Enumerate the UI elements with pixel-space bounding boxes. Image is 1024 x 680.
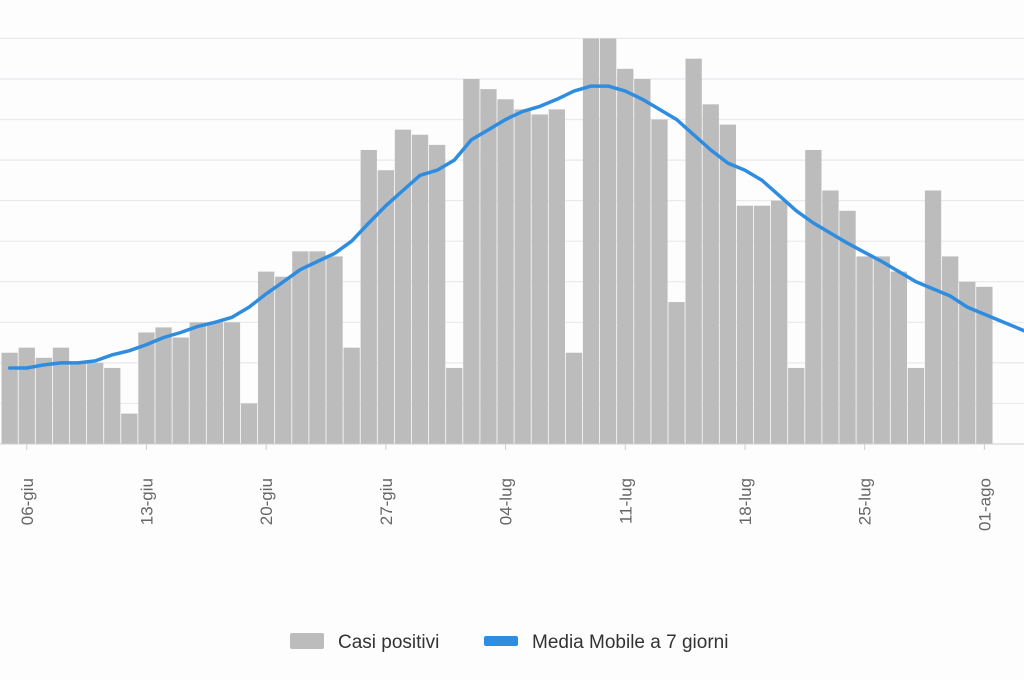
- bar[interactable]: [634, 78, 651, 444]
- legend-label-bars: Casi positivi: [338, 632, 439, 653]
- bar[interactable]: [497, 99, 514, 445]
- bar[interactable]: [206, 322, 223, 444]
- bar[interactable]: [565, 352, 583, 444]
- bar[interactable]: [275, 276, 292, 444]
- bar[interactable]: [240, 403, 258, 444]
- x-tick-label: 04-lug: [497, 478, 516, 525]
- bar[interactable]: [959, 281, 976, 444]
- bar[interactable]: [976, 286, 993, 444]
- bar[interactable]: [394, 129, 412, 444]
- bar[interactable]: [155, 327, 172, 444]
- bar[interactable]: [890, 271, 907, 444]
- bar[interactable]: [18, 347, 35, 444]
- legend-item-bars[interactable]: Casi positivi: [290, 632, 439, 653]
- bar[interactable]: [172, 337, 189, 444]
- bar[interactable]: [411, 134, 429, 444]
- bar[interactable]: [480, 89, 497, 445]
- bar[interactable]: [805, 149, 822, 444]
- bar[interactable]: [719, 124, 736, 445]
- bar[interactable]: [463, 78, 480, 444]
- bar[interactable]: [942, 256, 959, 444]
- legend-swatch-bars: [290, 633, 324, 649]
- bar[interactable]: [138, 332, 155, 444]
- bar[interactable]: [87, 362, 104, 444]
- x-tick-label: 18-lug: [736, 478, 755, 525]
- bar[interactable]: [873, 256, 890, 444]
- bar[interactable]: [189, 322, 206, 444]
- bar[interactable]: [736, 205, 754, 444]
- bar[interactable]: [924, 190, 942, 444]
- moving-average-line[interactable]: [7, 84, 1024, 370]
- bar[interactable]: [121, 413, 138, 444]
- bar[interactable]: [343, 347, 360, 444]
- bar[interactable]: [685, 58, 702, 445]
- x-tick-label: 11-lug: [616, 478, 635, 524]
- bar[interactable]: [582, 38, 600, 444]
- moving-average-series: [7, 84, 1024, 370]
- bar[interactable]: [35, 357, 52, 444]
- bar[interactable]: [69, 362, 87, 444]
- bar[interactable]: [651, 119, 668, 444]
- x-tick-label: 27-giu: [377, 478, 396, 525]
- bar[interactable]: [702, 104, 719, 444]
- bar[interactable]: [258, 271, 275, 444]
- x-tick-label: 06-giu: [18, 478, 37, 525]
- bar[interactable]: [617, 68, 634, 444]
- bar[interactable]: [668, 302, 685, 444]
- bar[interactable]: [309, 251, 326, 444]
- bar[interactable]: [822, 190, 839, 444]
- bar[interactable]: [856, 256, 873, 444]
- bar[interactable]: [360, 149, 377, 444]
- x-tick-label: 13-giu: [138, 478, 157, 525]
- bar[interactable]: [52, 347, 70, 444]
- bar[interactable]: [600, 38, 617, 444]
- bar-series: [1, 38, 993, 445]
- bar[interactable]: [1, 352, 18, 444]
- bar[interactable]: [292, 251, 309, 444]
- bar[interactable]: [753, 205, 771, 444]
- x-axis-ticks: 06-giu 13-giu 20-giu 27-giu 04-lug 11-lug 18-l…: [18, 444, 994, 531]
- bar[interactable]: [514, 109, 531, 444]
- bar[interactable]: [429, 144, 446, 444]
- legend-item-line[interactable]: Media Mobile a 7 giorni: [484, 632, 728, 653]
- legend-label-line: Media Mobile a 7 giorni: [532, 632, 728, 653]
- bar[interactable]: [531, 114, 548, 444]
- bar[interactable]: [223, 322, 241, 444]
- bar[interactable]: [907, 367, 925, 444]
- bar[interactable]: [377, 170, 394, 445]
- legend-swatch-line: [484, 636, 518, 646]
- x-tick-label: 01-ago: [975, 478, 994, 531]
- bar[interactable]: [446, 367, 463, 444]
- legend: Casi positivi Media Mobile a 7 giorni: [290, 632, 728, 653]
- bar[interactable]: [104, 367, 121, 444]
- bar[interactable]: [326, 256, 343, 444]
- x-tick-label: 20-giu: [257, 478, 276, 525]
- x-tick-label: 25-lug: [856, 478, 875, 525]
- bar[interactable]: [839, 210, 856, 444]
- bar[interactable]: [788, 367, 805, 444]
- bar[interactable]: [771, 200, 788, 444]
- bar[interactable]: [548, 109, 565, 444]
